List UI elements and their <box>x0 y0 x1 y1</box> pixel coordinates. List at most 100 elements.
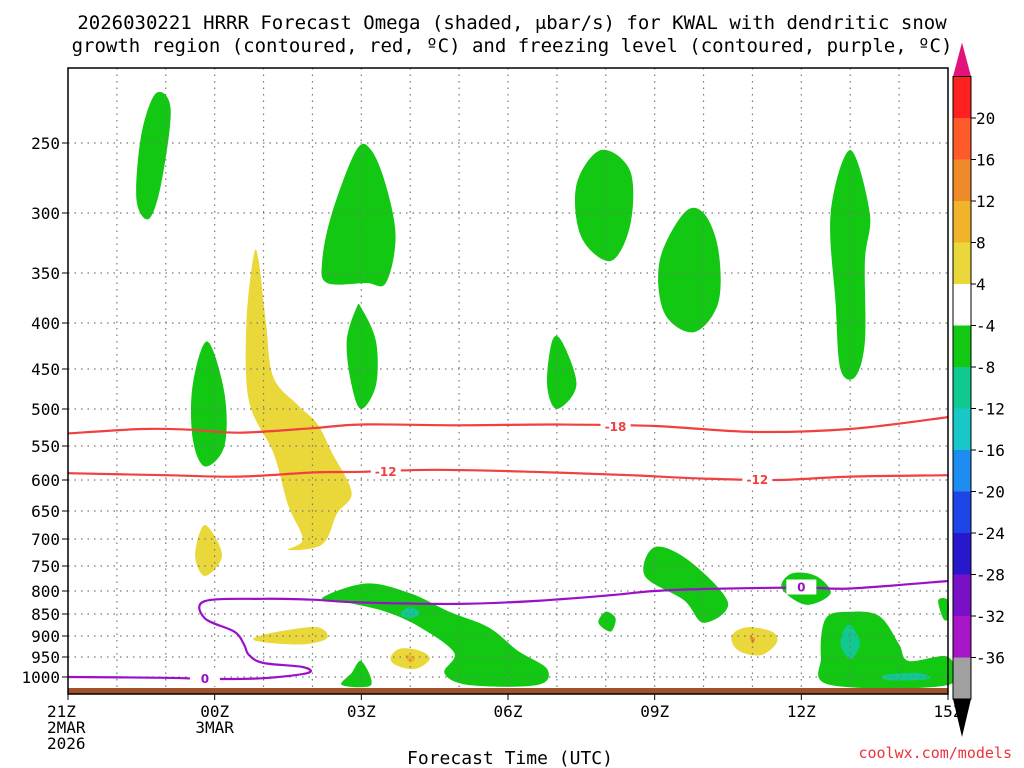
contour-label-minus12-1: -12 <box>746 473 768 487</box>
omega-region-22 <box>731 627 778 656</box>
colorbar-frame <box>952 76 972 700</box>
chart-title-line2: growth region (contoured, red, ºC) and f… <box>72 35 953 57</box>
x-tick-label-00Z-0: 00Z <box>200 702 229 721</box>
credit-text: coolwx.com/models <box>858 744 1012 762</box>
colorbar-bin-11 <box>953 533 971 575</box>
y-tick-label-300: 300 <box>31 204 60 223</box>
colorbar-label-8: -16 <box>976 441 1005 460</box>
y-tick-label-450: 450 <box>31 360 60 379</box>
colorbar-label-13: -36 <box>976 649 1005 668</box>
y-tick-label-900: 900 <box>31 627 60 646</box>
contour-label-bg-minus12-1 <box>742 472 773 487</box>
x-tick-label-21Z-0: 21Z <box>47 702 76 721</box>
contour-label-bg-freezing-1 <box>786 579 817 595</box>
contour-layer: -18 -12 -12 0 0 <box>67 416 949 686</box>
omega-region-8 <box>321 583 549 687</box>
colorbar-bin-10 <box>953 491 971 533</box>
colorbar-bin-14 <box>953 657 971 699</box>
x-tick-label-09Z-0: 09Z <box>640 702 669 721</box>
x-tick-label-03Z-0: 03Z <box>347 702 376 721</box>
y-tick-label-950: 950 <box>31 648 60 667</box>
colorbar-bin-6 <box>953 325 971 367</box>
x-axis-label: Forecast Time (UTC) <box>407 748 613 768</box>
omega-region-11 <box>598 611 616 632</box>
y-tick-label-650: 650 <box>31 502 60 521</box>
colorbar-label-1: 16 <box>976 151 995 170</box>
omega-region-2 <box>346 303 378 409</box>
omega-region-24 <box>749 635 755 644</box>
colorbar-bin-3 <box>953 201 971 243</box>
colorbar-label-6: -8 <box>976 358 995 377</box>
y-tick-label-800: 800 <box>31 582 60 601</box>
colorbar-label-5: -4 <box>976 317 995 336</box>
chart-title-line1: 2026030221 HRRR Forecast Omega (shaded, … <box>77 12 947 34</box>
contour-label-freezing-1: 0 <box>797 581 805 595</box>
omega-region-6 <box>190 341 227 467</box>
omega-region-19 <box>195 525 222 576</box>
ground-surface-strip <box>68 688 948 694</box>
contour-label-freezing-0: 0 <box>201 672 209 686</box>
colorbar-label-3: 8 <box>976 234 986 253</box>
omega-region-17 <box>400 607 420 619</box>
contour-label-bg-minus18-0 <box>600 418 631 434</box>
x-tick-label-00Z-1: 3MAR <box>195 718 234 737</box>
contour-freezing <box>67 579 949 681</box>
colorbar-bin-0 <box>953 76 971 118</box>
omega-region-14 <box>341 660 372 688</box>
y-tick-label-1000: 1000 <box>21 668 60 687</box>
y-tick-label-750: 750 <box>31 557 60 576</box>
colorbar-bin-7 <box>953 367 971 409</box>
y-tick-label-400: 400 <box>31 314 60 333</box>
omega-colorbar: 20 16 12 8 4 -4 -8 -12 -16 -20 -24 -28 -32 -36 <box>952 42 1005 737</box>
pressure-axis: 250 300 350 400 450 500 550 600 650 700 750 800 850 9… <box>21 134 68 687</box>
y-tick-label-500: 500 <box>31 400 60 419</box>
omega-region-16 <box>881 672 930 681</box>
omega-region-3 <box>574 149 634 262</box>
omega-region-18 <box>245 249 352 551</box>
colorbar-bin-8 <box>953 408 971 450</box>
omega-region-1 <box>321 143 396 287</box>
colorbar-label-7: -12 <box>976 400 1005 419</box>
colorbar-label-0: 20 <box>976 109 995 128</box>
colorbar-label-12: -32 <box>976 607 1005 626</box>
y-tick-label-250: 250 <box>31 134 60 153</box>
y-tick-label-350: 350 <box>31 264 60 283</box>
colorbar-label-4: 4 <box>976 275 986 294</box>
grid-layer <box>68 68 948 694</box>
omega-region-0 <box>136 91 171 220</box>
y-tick-label-850: 850 <box>31 605 60 624</box>
omega-region-5 <box>830 150 871 380</box>
omega-shading-layer <box>136 91 959 689</box>
y-tick-label-700: 700 <box>31 530 60 549</box>
colorbar-bottom-triangle <box>953 699 971 737</box>
colorbar-bin-13 <box>953 616 971 658</box>
colorbar-label-10: -24 <box>976 524 1005 543</box>
colorbar-label-9: -20 <box>976 483 1005 502</box>
y-tick-label-550: 550 <box>31 437 60 456</box>
contour-label-minus18-0: -18 <box>605 420 627 434</box>
colorbar-bin-12 <box>953 574 971 616</box>
contour-minus18 <box>67 416 949 435</box>
colorbar-bin-5 <box>953 284 971 326</box>
colorbar-label-11: -28 <box>976 566 1005 585</box>
colorbar-bin-9 <box>953 450 971 492</box>
contour-label-minus12-0: -12 <box>375 465 397 479</box>
omega-region-4 <box>658 207 721 333</box>
omega-region-15 <box>840 625 861 659</box>
contour-label-bg-minus12-0 <box>370 463 401 479</box>
colorbar-label-2: 12 <box>976 192 995 211</box>
contour-minus12 <box>67 468 949 482</box>
x-tick-label-21Z-2: 2026 <box>47 734 86 753</box>
colorbar-bin-1 <box>953 118 971 160</box>
contour-label-bg-freezing-0 <box>189 671 220 686</box>
x-tick-label-21Z-1: 2MAR <box>47 718 86 737</box>
x-tick-label-06Z-0: 06Z <box>494 702 523 721</box>
colorbar-bin-4 <box>953 242 971 284</box>
omega-region-9 <box>643 546 729 623</box>
omega-region-13 <box>938 597 949 621</box>
colorbar-bin-2 <box>953 159 971 201</box>
omega-region-7 <box>546 335 577 409</box>
y-tick-label-600: 600 <box>31 471 60 490</box>
